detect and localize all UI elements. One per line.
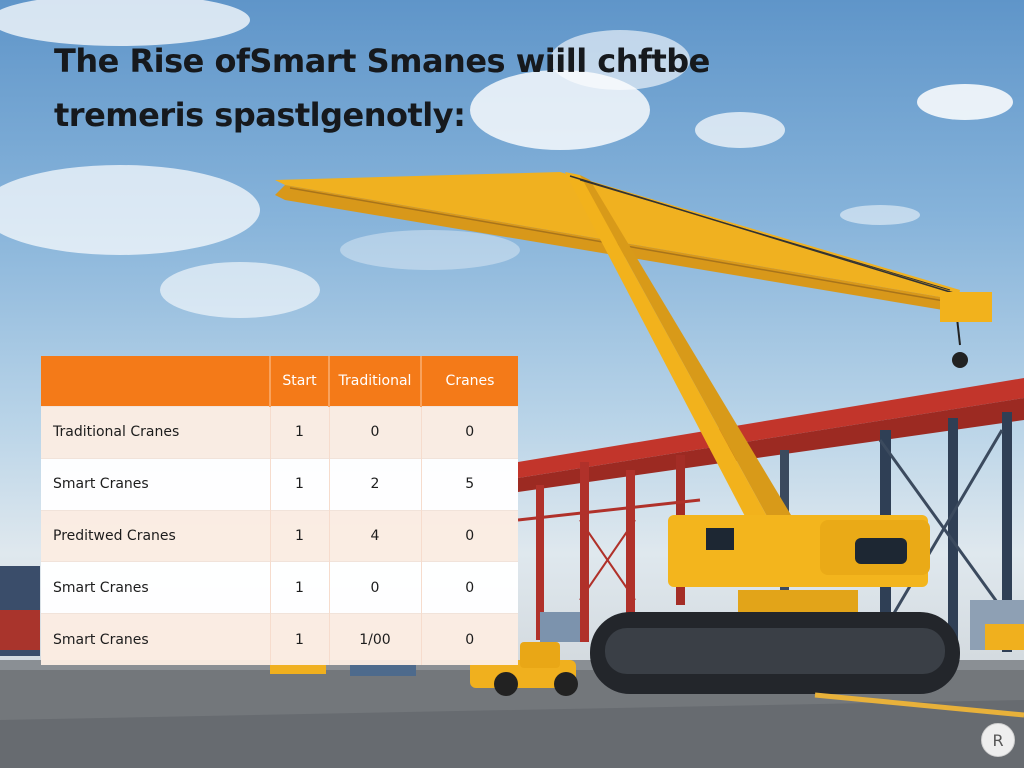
table-cell: 1/00: [329, 613, 422, 665]
table-cell: 5: [421, 457, 518, 511]
table-row: Smart Cranes 1 0 0: [41, 561, 518, 614]
table-cell: 1: [270, 613, 330, 665]
row-label: Smart Cranes: [41, 457, 271, 511]
table-cell: 1: [270, 457, 330, 511]
crawler-crane: [275, 172, 992, 694]
row-label: Smart Cranes: [41, 613, 271, 665]
column-header: Cranes: [421, 356, 518, 407]
table-cell: 0: [421, 613, 518, 665]
table-cell: 4: [329, 509, 422, 562]
table-row: Preditwed Cranes 1 4 0: [41, 509, 518, 562]
table-cell: 0: [329, 561, 422, 614]
table-cell: 1: [270, 509, 330, 562]
title-line-1: The Rise ofSmart Smanes wiill chftbe: [54, 42, 710, 80]
clouds: [0, 0, 1013, 318]
title-line-2: tremeris spastlgenotly:: [54, 96, 466, 134]
table-row: Smart Cranes 1 2 5: [41, 457, 518, 511]
table-cell: 0: [421, 406, 518, 459]
table-row: Traditional Cranes 1 0 0: [41, 406, 518, 459]
column-header: Start: [270, 356, 330, 407]
table-cell: 1: [270, 561, 330, 614]
table-cell: 1: [270, 406, 330, 459]
slide-title: The Rise ofSmart Smanes wiill chftbe tre…: [54, 34, 774, 142]
row-label: Traditional Cranes: [41, 406, 271, 459]
table-row: Smart Cranes 1 1/00 0: [41, 613, 518, 665]
table-cell: 0: [421, 509, 518, 562]
column-header: Traditional: [329, 356, 422, 407]
comparison-table: Start Traditional Cranes Traditional Cra…: [41, 356, 518, 665]
table-cell: 2: [329, 457, 422, 511]
corner-button-label: R: [992, 731, 1004, 750]
table-header-row: Start Traditional Cranes: [41, 356, 518, 407]
column-header: [41, 356, 271, 407]
table-cell: 0: [421, 561, 518, 614]
table-cell: 0: [329, 406, 422, 459]
row-label: Smart Cranes: [41, 561, 271, 614]
row-label: Preditwed Cranes: [41, 509, 271, 562]
data-table: Start Traditional Cranes Traditional Cra…: [41, 356, 518, 665]
small-loader: [470, 642, 578, 696]
r-badge-icon[interactable]: R: [981, 723, 1015, 757]
